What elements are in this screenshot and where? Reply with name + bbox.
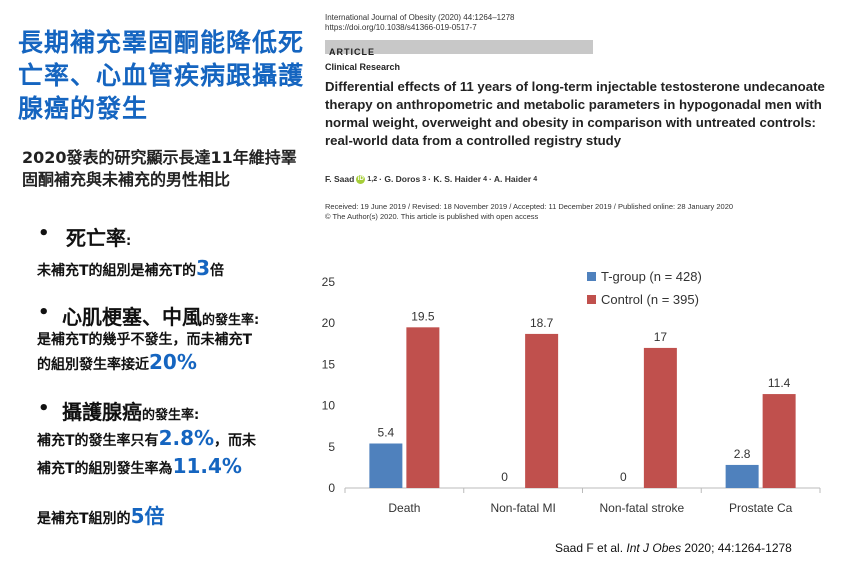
bullet-heading-cardio: 心肌梗塞、中風的發生率: [62,305,260,329]
article-label-bar: ARTICLE [325,40,593,57]
y-tick-label: 20 [322,316,336,330]
mortality-line: 未補充T的組別是補充T的3倍 [37,256,225,280]
y-tick-label: 5 [328,440,335,454]
y-tick-label: 15 [322,357,336,371]
legend-swatch [587,272,596,281]
bar-t-group [725,464,759,488]
article-label: ARTICLE [329,47,375,57]
bar-control [762,394,796,488]
category-label: Non-fatal stroke [600,501,685,515]
bar-control [643,347,677,488]
prostate-line-3: 是補充T組別的5倍 [37,504,165,528]
data-label: 0 [620,470,627,484]
bullet-heading-prostate: 攝護腺癌的發生率: [62,400,200,424]
category-label: Prostate Ca [729,501,793,515]
y-tick-label: 0 [328,481,335,495]
prostate-line-1: 補充T的發生率只有2.8%，而未 [37,426,257,450]
publication-history: Received: 19 June 2019 / Revised: 18 Nov… [325,202,734,221]
slide-subtitle: 2020發表的研究顯示長達11年維持睪固酮補充與未補充的男性相比 [22,148,297,189]
data-label: 18.7 [530,316,554,330]
article-section: Clinical Research [325,62,401,72]
slide-title: 長期補充睪固酮能降低死亡率、心血管疾病跟攝護腺癌的發生 [18,28,305,123]
legend-label: Control (n = 395) [601,292,699,307]
category-label: Non-fatal MI [490,501,555,515]
data-label: 11.4 [768,376,791,390]
data-label: 19.5 [411,309,435,323]
bar-t-group [369,443,403,488]
journal-info: International Journal of Obesity (2020) … [325,13,515,32]
data-label: 0 [501,470,508,484]
cardio-line-2: 的組別發生率接近20% [37,350,197,374]
cardio-line-1: 是補充T的幾乎不發生，而未補充T [37,332,253,348]
legend-label: T-group (n = 428) [601,269,702,284]
paper-title: Differential effects of 11 years of long… [325,79,825,148]
data-label: 2.8 [734,447,751,461]
bar-control [406,327,440,488]
orcid-icon: iD [356,174,366,184]
citation: Saad F et al. Int J Obes 2020; 44:1264-1… [555,541,792,555]
prostate-line-2: 補充T的組別發生率為11.4% [37,454,242,478]
data-label: 5.4 [378,426,395,440]
category-label: Death [388,501,420,515]
author-list: F. Saad iD 1,2 · G. Doros 3 · K. S. Haide… [325,174,538,184]
bullet-dot: • [38,398,50,419]
legend-swatch [587,295,596,304]
bullet-heading-mortality: 死亡率: [66,226,132,250]
data-label: 17 [654,330,668,344]
y-tick-label: 10 [322,399,336,413]
bar-control [525,333,559,488]
bullet-dot: • [38,223,50,244]
bullet-dot: • [38,302,50,323]
y-tick-label: 25 [322,275,336,289]
